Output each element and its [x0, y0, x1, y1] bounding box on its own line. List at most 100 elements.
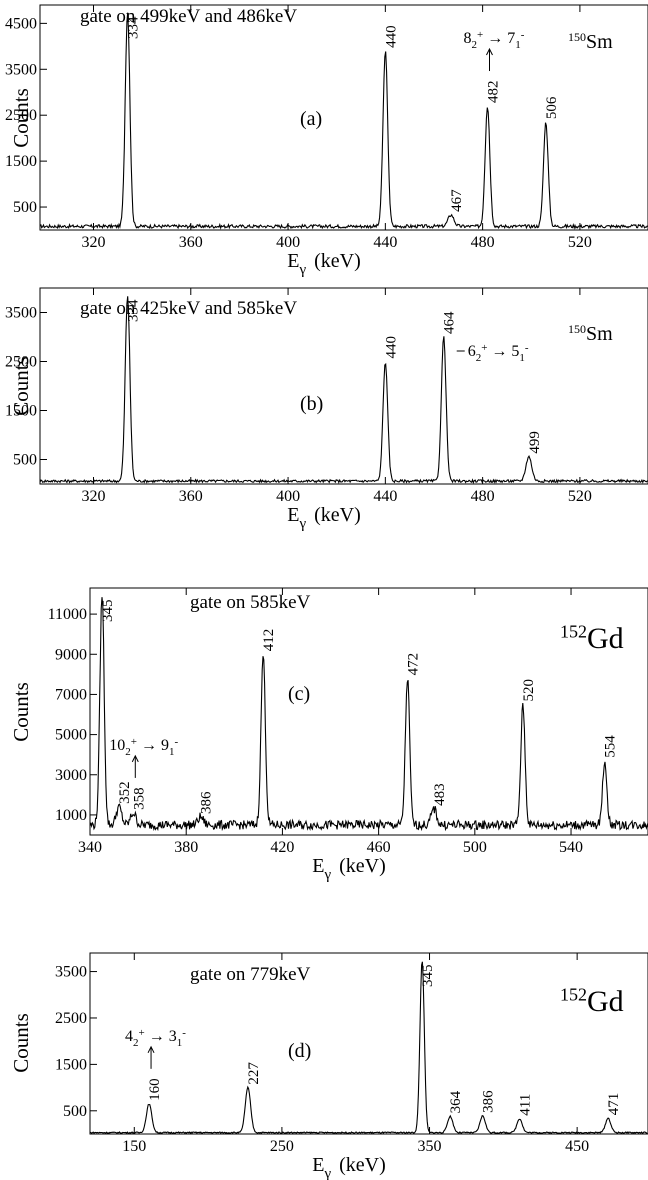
peak-label: 483 — [432, 783, 448, 806]
peak-label: 160 — [147, 1078, 163, 1101]
peak-label: 467 — [449, 189, 465, 212]
peak-label: 482 — [485, 81, 501, 104]
peak-label: 520 — [521, 679, 537, 702]
x-tick-label: 360 — [179, 488, 203, 505]
y-axis-label: Counts — [9, 1013, 33, 1073]
spectrum-line — [89, 597, 648, 832]
peak-label: 412 — [261, 629, 277, 652]
peak-label: 345 — [420, 965, 436, 988]
x-tick-label: 480 — [471, 234, 495, 251]
nucleus-label: 150Sm — [568, 322, 613, 345]
gate-label: gate on 425keV and 585keV — [80, 298, 297, 319]
peak-label: 386 — [199, 791, 215, 814]
y-tick-label: 2500 — [5, 107, 37, 124]
panel-label: (a) — [300, 108, 322, 130]
transition-annotation: 102+ → 91- — [109, 736, 179, 778]
x-tick-label: 420 — [270, 839, 294, 856]
y-tick-label: 11000 — [48, 606, 87, 623]
peak-label: 227 — [246, 1062, 262, 1085]
y-tick-label: 1500 — [55, 1056, 87, 1073]
x-tick-label: 440 — [373, 488, 397, 505]
y-tick-label: 3500 — [55, 964, 87, 981]
x-tick-label: 540 — [559, 839, 583, 856]
gate-label: gate on 779keV — [190, 964, 311, 985]
peak-label: 554 — [603, 735, 619, 758]
x-tick-label: 320 — [82, 488, 106, 505]
peak-label: 440 — [383, 336, 399, 359]
peak-label: 411 — [518, 1094, 534, 1116]
spectrum-panel-c: 340 380 420 460 500 540 1000 3000 5000 7000 9000 11… — [9, 587, 648, 883]
plot-frame — [39, 4, 648, 231]
y-tick-label: 3500 — [5, 305, 37, 322]
x-tick-label: 380 — [174, 839, 198, 856]
panel-label: (d) — [288, 1040, 311, 1062]
peak-label: 334 — [126, 16, 142, 39]
gate-label: gate on 499keV and 486keV — [80, 6, 297, 27]
peak-label: 440 — [383, 25, 399, 48]
peak-label: 345 — [100, 600, 116, 623]
y-tick-label: 500 — [13, 452, 37, 469]
x-tick-label: 400 — [276, 234, 300, 251]
peak-label: 364 — [448, 1090, 464, 1113]
peak-label: 499 — [527, 431, 543, 454]
peak-label: 472 — [405, 653, 421, 676]
y-axis-label: Counts — [9, 682, 33, 742]
y-tick-label: 1500 — [5, 153, 37, 170]
panel-label: (b) — [300, 393, 323, 415]
spectrum-line — [39, 12, 648, 230]
y-tick-label: 7000 — [55, 686, 87, 703]
x-tick-label: 320 — [82, 234, 106, 251]
spectrum-panel-d: 150 250 350 450 500 1500 2500 3500 Counts Eγ (keV)… — [9, 952, 648, 1180]
spectrum-panel-a: 320 360 400 440 480 520 500 1500 2500 3500 4500 Cou… — [5, 4, 648, 278]
peak-label: 352 — [117, 781, 133, 804]
x-tick-label: 480 — [471, 488, 495, 505]
x-tick-label: 450 — [565, 1138, 589, 1155]
transition-label: 82+ → 71- — [463, 29, 524, 51]
y-axis-label: Counts — [9, 356, 33, 416]
y-tick-label: 500 — [13, 199, 37, 216]
arrow-head — [486, 47, 493, 56]
nucleus-label: 150Sm — [568, 30, 613, 53]
peak-label: 334 — [126, 299, 142, 322]
x-axis-label: Eγ (keV) — [312, 1154, 386, 1180]
x-tick-label: 520 — [568, 234, 592, 251]
transition-annotation: 82+ → 71- — [463, 29, 525, 72]
y-tick-label: 4500 — [5, 15, 37, 32]
spectrum-line — [39, 296, 648, 484]
transition-annotation: 62+ → 51- — [456, 342, 529, 364]
x-tick-label: 350 — [418, 1138, 442, 1155]
x-tick-label: 500 — [463, 839, 487, 856]
x-tick-label: 340 — [78, 839, 102, 856]
y-tick-label: 1000 — [55, 807, 87, 824]
transition-label: 62+ → 51- — [468, 342, 529, 364]
peak-label: 506 — [544, 96, 560, 119]
arrow-head — [131, 754, 139, 763]
y-tick-label: 9000 — [55, 646, 87, 663]
x-axis-label: Eγ (keV) — [287, 250, 361, 278]
transition-label: 102+ → 91- — [109, 736, 178, 758]
transition-label: 42+ → 31- — [125, 1027, 186, 1049]
y-tick-label: 2500 — [5, 354, 37, 371]
plot-frame — [89, 587, 648, 836]
plot-frame — [89, 952, 648, 1135]
x-tick-label: 360 — [179, 234, 203, 251]
x-tick-label: 460 — [367, 839, 391, 856]
transition-annotation: 42+ → 31- — [125, 1027, 186, 1069]
arrow-head — [147, 1045, 155, 1054]
gate-label: gate on 585keV — [190, 592, 311, 613]
x-axis-label: Eγ (keV) — [287, 504, 361, 532]
x-tick-label: 440 — [373, 234, 397, 251]
spectrum-line — [89, 961, 648, 1135]
x-tick-label: 150 — [122, 1138, 146, 1155]
y-tick-label: 500 — [63, 1103, 87, 1120]
y-tick-label: 5000 — [55, 727, 87, 744]
y-tick-label: 3000 — [55, 767, 87, 784]
x-tick-label: 520 — [568, 488, 592, 505]
panel-label: (c) — [288, 683, 310, 705]
y-axis-label: Counts — [9, 88, 33, 148]
y-tick-label: 1500 — [5, 403, 37, 420]
x-tick-label: 400 — [276, 488, 300, 505]
peak-label: 358 — [131, 787, 147, 810]
y-tick-label: 2500 — [55, 1010, 87, 1027]
